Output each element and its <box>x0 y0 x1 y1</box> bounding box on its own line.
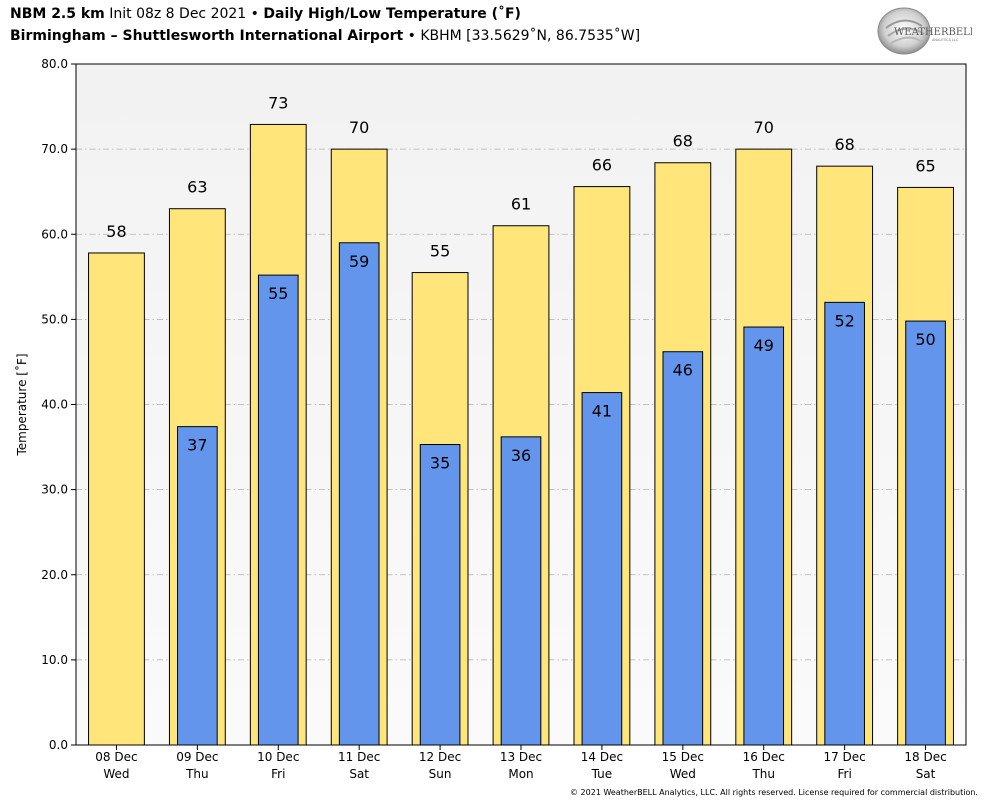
low-temp-label: 59 <box>349 252 369 271</box>
low-temp-label: 50 <box>915 330 935 349</box>
high-temp-label: 68 <box>834 135 854 154</box>
init-time: Init 08z 8 Dec 2021 <box>109 6 247 22</box>
high-temp-label: 55 <box>430 242 450 261</box>
low-temp-bar <box>500 436 542 746</box>
y-tick-label: 80.0 <box>41 57 68 71</box>
copyright-notice: © 2021 WeatherBELL Analytics, LLC. All r… <box>570 788 978 797</box>
x-tick-date: 18 Dec <box>904 750 946 764</box>
title-line-1: NBM 2.5 km Init 08z 8 Dec 2021 • Daily H… <box>10 6 521 22</box>
x-tick-date: 08 Dec <box>95 750 137 764</box>
bars <box>88 123 954 746</box>
high-temp-label: 58 <box>106 222 126 241</box>
title-line-2: Birmingham – Shuttlesworth International… <box>10 28 640 44</box>
bar-labels: 58 63 37 73 55 70 59 55 35 61 36 66 41 68 46 70 49 68 52 65… <box>106 93 935 472</box>
low-temp-bar <box>257 274 299 746</box>
low-temp-bar <box>581 392 623 746</box>
low-temp-label: 37 <box>187 436 207 455</box>
y-tick-label: 40.0 <box>41 398 68 412</box>
low-temp-label: 55 <box>268 284 288 303</box>
y-tick-label: 60.0 <box>41 227 68 241</box>
x-tick-day: Thu <box>751 767 775 781</box>
x-tick-day: Mon <box>508 767 533 781</box>
x-tick-day: Tue <box>591 767 613 781</box>
low-temp-bar <box>419 444 461 746</box>
x-tick-date: 14 Dec <box>581 750 623 764</box>
x-tick-day: Fri <box>837 767 851 781</box>
high-temp-label: 68 <box>673 132 693 151</box>
high-temp-label: 63 <box>187 178 207 197</box>
high-temp-label: 65 <box>915 156 935 175</box>
low-temp-label: 52 <box>834 311 854 330</box>
logo-subtext: ANALYTICS LLC <box>932 38 959 42</box>
high-temp-bar <box>88 252 145 746</box>
low-temp-label: 49 <box>754 336 774 355</box>
y-axis: 0.0 10.0 20.0 30.0 40.0 50.0 60.0 70.0 80.0 <box>41 57 76 752</box>
high-temp-label: 66 <box>592 156 612 175</box>
low-temp-label: 41 <box>592 402 612 421</box>
product-title: Daily High/Low Temperature (˚F) <box>263 6 521 22</box>
station-name: Birmingham – Shuttlesworth International… <box>10 28 404 44</box>
low-temp-label: 46 <box>673 361 693 380</box>
high-temp-label: 70 <box>349 118 369 137</box>
low-temp-bar <box>743 326 785 746</box>
x-tick-day: Sat <box>916 767 936 781</box>
x-tick-date: 17 Dec <box>823 750 865 764</box>
y-tick-label: 70.0 <box>41 142 68 156</box>
low-temp-bar <box>177 426 218 746</box>
bullet-separator: • <box>407 28 416 44</box>
low-temp-label: 35 <box>430 454 450 473</box>
x-tick-date: 11 Dec <box>338 750 380 764</box>
x-tick-day: Thu <box>185 767 209 781</box>
x-tick-date: 10 Dec <box>257 750 299 764</box>
y-tick-label: 50.0 <box>41 312 68 326</box>
y-tick-label: 20.0 <box>41 568 68 582</box>
x-axis: 08 Dec Wed 09 Dec Thu 10 Dec Fri 11 Dec Sat 12 D… <box>95 745 947 781</box>
x-tick-day: Sun <box>429 767 452 781</box>
x-tick-day: Sat <box>349 767 369 781</box>
bullet-separator: • <box>250 6 259 22</box>
x-tick-date: 09 Dec <box>176 750 218 764</box>
high-temp-label: 61 <box>511 195 531 214</box>
x-tick-date: 15 Dec <box>662 750 704 764</box>
x-tick-day: Fri <box>271 767 285 781</box>
y-axis-title: Temperature [˚F] <box>14 353 29 456</box>
y-tick-label: 30.0 <box>41 483 68 497</box>
model-name: NBM 2.5 km <box>10 6 105 22</box>
x-tick-date: 12 Dec <box>419 750 461 764</box>
high-temp-label: 73 <box>268 93 288 112</box>
low-temp-bar <box>905 320 946 746</box>
station-info: KBHM [33.5629˚N, 86.7535˚W] <box>420 28 641 44</box>
weatherbell-logo: WEATHERBELL ANALYTICS LLC <box>877 7 972 55</box>
high-temp-label: 70 <box>754 118 774 137</box>
y-tick-label: 0.0 <box>49 738 68 752</box>
logo-text: WEATHERBELL <box>894 27 972 38</box>
low-temp-label: 36 <box>511 446 531 465</box>
x-tick-day: Wed <box>103 767 129 781</box>
x-tick-day: Wed <box>670 767 696 781</box>
x-tick-date: 16 Dec <box>743 750 785 764</box>
y-tick-label: 10.0 <box>41 653 68 667</box>
low-temp-bar <box>662 351 704 746</box>
low-temp-bar <box>338 242 380 746</box>
x-tick-date: 13 Dec <box>500 750 542 764</box>
low-temp-bar <box>824 301 865 746</box>
